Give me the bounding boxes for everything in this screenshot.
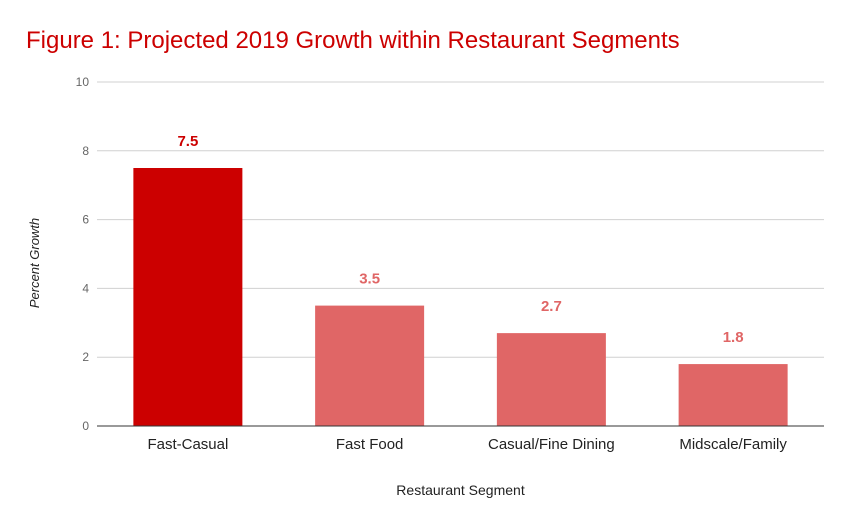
y-tick-label: 2: [82, 350, 89, 364]
y-tick-label: 10: [76, 75, 90, 89]
y-tick-label: 0: [82, 419, 89, 433]
bar: [496, 333, 606, 426]
data-label: 3.5: [359, 271, 380, 288]
data-labels: 7.5 3.5 2.7 1.8: [177, 133, 743, 346]
category-label: Fast Food: [336, 436, 404, 453]
category-label: Casual/Fine Dining: [488, 436, 615, 453]
data-label: 1.8: [723, 329, 744, 346]
bar: [315, 305, 425, 426]
y-tick-label: 4: [82, 281, 89, 295]
y-tick-label: 8: [82, 144, 89, 158]
y-axis-ticks: 0 2 4 6 8 10: [76, 75, 90, 433]
y-axis-title: Percent Growth: [27, 218, 42, 308]
bar: [133, 168, 243, 426]
x-axis-title: Restaurant Segment: [396, 482, 525, 498]
data-label: 2.7: [541, 298, 562, 315]
data-label: 7.5: [177, 133, 198, 150]
bar: [678, 364, 788, 426]
category-label: Fast-Casual: [147, 436, 228, 453]
y-tick-label: 6: [82, 213, 89, 227]
chart-title: Figure 1: Projected 2019 Growth within R…: [26, 27, 680, 54]
bars: [133, 168, 788, 426]
category-label: Midscale/Family: [679, 436, 787, 453]
x-axis-categories: Fast-Casual Fast Food Casual/Fine Dining Mi…: [147, 436, 787, 453]
